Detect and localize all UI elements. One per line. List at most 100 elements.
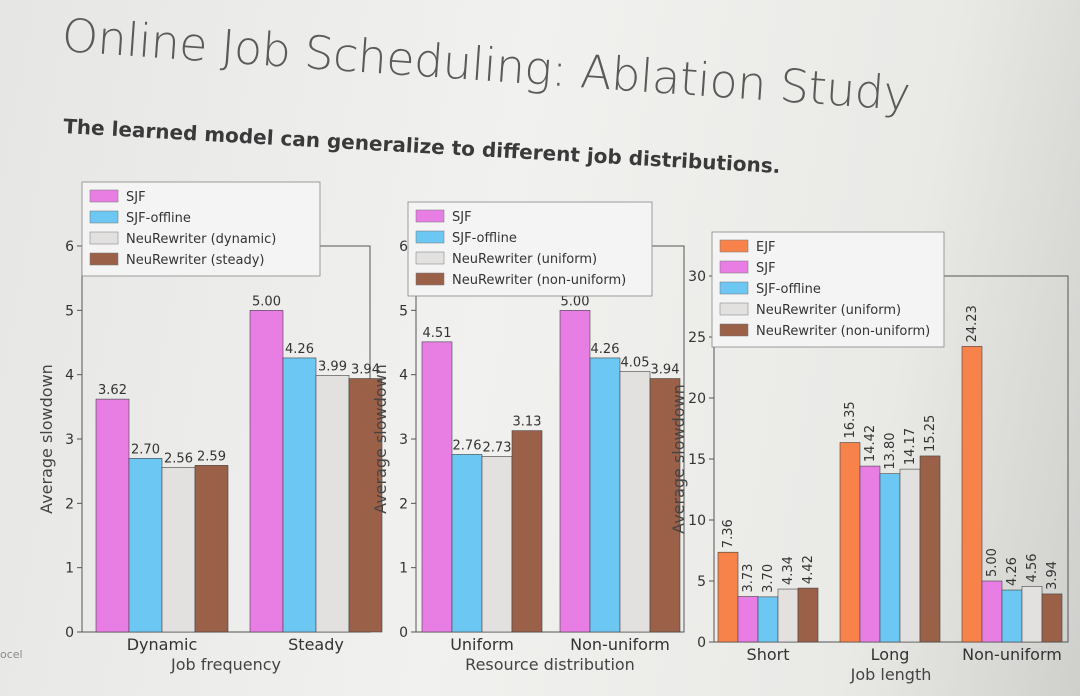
value-label: 13.80 <box>883 432 898 469</box>
legend-swatch <box>719 302 749 316</box>
legend-swatch <box>719 239 749 253</box>
legend-label: NeuRewriter (uniform) <box>452 252 597 267</box>
legend-label: NeuRewriter (non-uniform) <box>452 273 626 288</box>
legend-swatch <box>415 272 445 286</box>
bar <box>194 465 229 633</box>
y-tick-label: 3 <box>65 432 74 448</box>
value-label: 4.56 <box>1025 553 1040 582</box>
value-label: 16.35 <box>843 401 858 438</box>
legend-label: SJF-offline <box>452 231 517 246</box>
y-tick-label: 5 <box>65 303 74 319</box>
y-tick-label: 1 <box>399 561 408 577</box>
legend-label: EJF <box>756 240 776 255</box>
y-tick-label: 5 <box>399 303 408 319</box>
bar <box>981 580 1003 643</box>
bar <box>421 341 453 633</box>
bar <box>899 468 921 643</box>
value-label: 4.42 <box>801 555 816 584</box>
y-axis-title: Average slowdown <box>371 364 390 514</box>
bar <box>1021 586 1043 643</box>
y-tick-label: 6 <box>65 239 74 255</box>
legend-swatch <box>89 231 119 245</box>
value-label: 3.94 <box>1045 561 1060 590</box>
bar <box>559 310 591 633</box>
legend-swatch <box>89 210 119 224</box>
y-tick-label: 0 <box>65 625 74 641</box>
value-label: 4.26 <box>1005 557 1020 586</box>
bar <box>649 378 681 633</box>
x-axis-title: Job length <box>850 665 932 684</box>
bar <box>1041 593 1063 643</box>
bar <box>511 430 543 633</box>
y-tick-label: 1 <box>65 561 74 577</box>
value-label: 5.00 <box>561 294 590 309</box>
bar <box>95 398 130 633</box>
legend-box <box>81 181 321 277</box>
value-label: 2.76 <box>453 438 482 453</box>
value-label: 4.05 <box>621 355 650 370</box>
bar <box>348 378 383 633</box>
value-label: 3.99 <box>318 359 347 374</box>
legend-box <box>711 231 945 348</box>
chart-resource-distribution: 0 1 2 3 4 5 6 Average slowdown 4.51 2.76 2.733.13 U… <box>371 201 685 674</box>
value-label: 15.25 <box>923 415 938 452</box>
y-tick-label: 20 <box>688 391 706 407</box>
legend-swatch <box>415 251 445 265</box>
value-label: 2.59 <box>197 449 226 464</box>
bar <box>161 467 196 633</box>
legend-label: NeuRewriter (uniform) <box>756 303 901 318</box>
y-axis-title: Average slowdown <box>669 384 688 534</box>
bar <box>481 456 513 633</box>
x-category-label: Dynamic <box>127 635 198 654</box>
value-label: 5.00 <box>252 294 281 309</box>
value-label: 3.94 <box>651 363 680 378</box>
chart-job-frequency: 0 1 2 3 4 5 6 Average slowdown 3.62 2.70 2.56 2.59 D… <box>37 181 383 674</box>
value-label: 14.17 <box>903 428 918 465</box>
value-label: 2.73 <box>483 440 512 455</box>
legend-label: SJF-offline <box>756 282 821 297</box>
x-category-label: Non-uniform <box>962 645 1062 664</box>
bar <box>737 596 759 643</box>
value-label: 2.70 <box>131 442 160 457</box>
value-label: 24.23 <box>965 305 980 342</box>
y-tick-label: 2 <box>399 496 408 512</box>
legend-swatch <box>415 230 445 244</box>
x-category-label: Long <box>871 645 910 664</box>
x-category-label: Steady <box>288 635 344 654</box>
bar <box>839 442 861 643</box>
legend-box <box>407 201 653 297</box>
x-category-label: Non-uniform <box>570 635 670 654</box>
bar <box>249 310 284 633</box>
slide-title: Online Job Scheduling: Ablation Study <box>60 8 912 122</box>
y-tick-label: 6 <box>399 239 408 255</box>
bar <box>315 375 350 633</box>
bar <box>619 371 651 633</box>
bar <box>961 346 983 643</box>
bar <box>859 465 881 643</box>
bar <box>589 357 621 633</box>
y-tick-label: 25 <box>688 330 706 346</box>
value-label: 5.00 <box>985 548 1000 577</box>
value-label: 4.26 <box>285 342 314 357</box>
y-tick-label: 0 <box>697 635 706 651</box>
slide-subtitle: The learned model can generalize to diff… <box>62 114 781 179</box>
legend-swatch <box>89 252 119 266</box>
value-label: 3.94 <box>351 363 380 378</box>
y-tick-label: 15 <box>688 452 706 468</box>
value-label: 3.73 <box>741 564 756 593</box>
bar <box>879 473 901 643</box>
footer-text: ocel <box>0 648 23 661</box>
bar <box>282 357 317 633</box>
value-label: 4.51 <box>423 326 452 341</box>
y-axis-title: Average slowdown <box>37 364 56 514</box>
legend-label: SJF-offline <box>126 211 191 226</box>
value-label: 4.34 <box>781 556 796 585</box>
y-tick-label: 4 <box>399 368 408 384</box>
x-axis-title: Job frequency <box>170 655 281 674</box>
value-label: 2.56 <box>164 451 193 466</box>
legend-swatch <box>719 323 749 337</box>
legend-swatch <box>89 189 119 203</box>
legend-label: SJF <box>452 210 472 225</box>
y-tick-label: 5 <box>697 574 706 590</box>
legend-label: SJF <box>126 190 146 205</box>
